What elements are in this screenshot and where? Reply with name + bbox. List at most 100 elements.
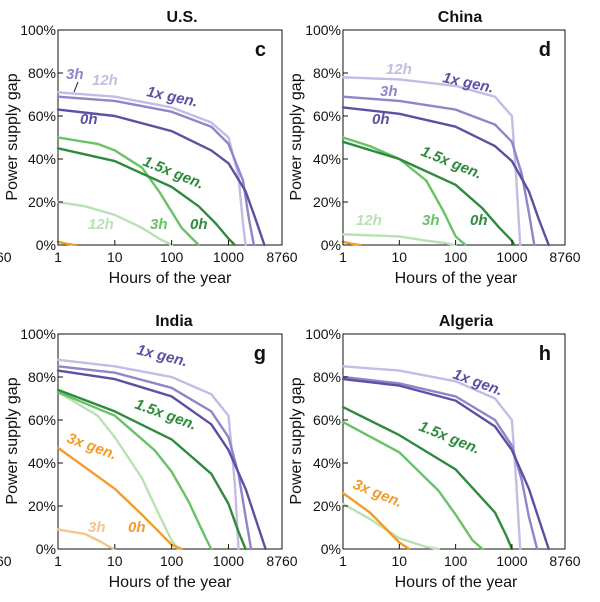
x-tick-label: 8760	[549, 249, 580, 265]
series-line	[341, 136, 467, 247]
annotation: 1.5x gen.	[133, 396, 199, 434]
annotation: 1x gen.	[451, 366, 505, 400]
series-line	[341, 377, 550, 551]
y-tick-label: 20%	[313, 194, 341, 210]
panel-title: U.S.	[166, 9, 197, 26]
annotation: 1.5x gen.	[419, 143, 485, 183]
x-axis-label: Hours of the year	[395, 270, 518, 287]
x-tick-label: 100	[444, 249, 468, 265]
annotation: 3h	[66, 66, 84, 83]
y-tick-label: 100%	[20, 326, 56, 342]
series-layer	[56, 91, 266, 247]
series-line	[56, 358, 240, 551]
annotation: 0h	[80, 111, 98, 128]
x-tick-label: 1000	[213, 249, 244, 265]
annotation: 3h	[88, 519, 106, 536]
panel-title: China	[438, 9, 483, 26]
series-line	[341, 491, 411, 551]
y-tick-layer: 0% 20% 40% 60% 80% 100%	[305, 326, 348, 557]
series-line	[341, 405, 514, 551]
series-layer	[341, 365, 550, 551]
x-tick-label: 100	[160, 553, 184, 569]
y-tick-label: 20%	[28, 194, 56, 210]
x-tick-label: 8760	[549, 553, 580, 569]
y-tick-label: 40%	[28, 455, 56, 471]
annotation: 3h	[422, 212, 440, 229]
series-line	[341, 502, 440, 551]
annotation: 12h	[386, 61, 412, 78]
series-line	[56, 369, 267, 551]
x-tick-label: 100	[160, 249, 184, 265]
x-tick-label: 1	[339, 249, 347, 265]
series-line	[56, 147, 237, 247]
x-tick-label: 1	[339, 553, 347, 569]
plot-frame	[57, 333, 283, 550]
x-tick-label: 10	[107, 249, 123, 265]
x-axis-label: Hours of the year	[109, 270, 232, 287]
series-line	[341, 76, 522, 247]
panel-letter: d	[539, 39, 551, 61]
annotation: 12h	[88, 216, 114, 233]
series-line	[56, 200, 173, 247]
annotation: 3h	[380, 83, 398, 100]
y-tick-label: 100%	[20, 22, 56, 38]
annotation: 12h	[356, 212, 382, 229]
y-tick-label: 40%	[28, 151, 56, 167]
annotation: 12h	[92, 72, 118, 89]
panel-h: Algeria h 0% 20% 40% 60% 80% 100% 1 10 100 1000 8…	[288, 313, 581, 591]
series-line	[56, 365, 253, 551]
y-tick-label: 100%	[305, 22, 341, 38]
series-line	[56, 390, 180, 551]
clipped-tick-label: 60	[0, 553, 12, 569]
y-axis-label: Power supply gap	[288, 377, 305, 504]
panel-title: India	[155, 313, 192, 330]
series-line	[341, 375, 539, 551]
y-tick-label: 80%	[28, 65, 56, 81]
y-tick-label: 80%	[313, 369, 341, 385]
x-axis-label: Hours of the year	[109, 574, 232, 591]
y-tick-label: 20%	[313, 498, 341, 514]
series-layer	[341, 76, 550, 247]
y-axis-label: Power supply gap	[288, 73, 305, 200]
panel-letter: c	[255, 39, 266, 61]
annotation: 0h	[470, 212, 488, 229]
y-axis-label: Power supply gap	[4, 377, 21, 504]
series-line	[56, 388, 247, 551]
clipped-tick-label: 60	[0, 249, 12, 265]
panel-title: Algeria	[439, 313, 493, 330]
annotation: 1x gen.	[135, 341, 189, 370]
y-tick-layer: 0% 20% 40% 60% 80% 100%	[20, 326, 63, 557]
x-tick-label: 10	[392, 553, 408, 569]
y-tick-label: 80%	[313, 65, 341, 81]
y-tick-label: 40%	[313, 455, 341, 471]
series-line	[56, 108, 266, 247]
series-line	[341, 420, 484, 551]
annotation-leader	[73, 81, 79, 93]
y-tick-label: 60%	[313, 108, 341, 124]
panel-g: India g 0% 20% 40% 60% 80% 100% 1 10 100 1000 876…	[4, 313, 298, 591]
annotation: 0h	[372, 111, 390, 128]
x-tick-layer: 1 10 100 1000 8760	[54, 240, 298, 265]
x-tick-label: 1	[54, 249, 62, 265]
series-line	[341, 365, 522, 551]
x-tick-layer: 1 10 100 1000 8760	[54, 544, 298, 569]
panel-letter: h	[539, 343, 551, 365]
series-line	[341, 95, 536, 247]
y-tick-label: 0%	[321, 541, 341, 557]
series-line	[341, 240, 362, 247]
x-tick-label: 1000	[496, 249, 527, 265]
y-tick-label: 40%	[313, 151, 341, 167]
annotation: 3h	[150, 216, 168, 233]
y-tick-label: 80%	[28, 369, 56, 385]
y-tick-label: 0%	[36, 541, 56, 557]
panel-letter: g	[254, 343, 266, 365]
y-tick-label: 60%	[28, 412, 56, 428]
x-tick-label: 1000	[496, 553, 527, 569]
y-tick-label: 0%	[36, 237, 56, 253]
y-tick-layer: 0% 20% 40% 60% 80% 100%	[20, 22, 63, 253]
x-tick-label: 10	[392, 249, 408, 265]
annotation: 0h	[190, 216, 208, 233]
series-line	[341, 233, 457, 247]
plot-frame	[342, 333, 566, 550]
